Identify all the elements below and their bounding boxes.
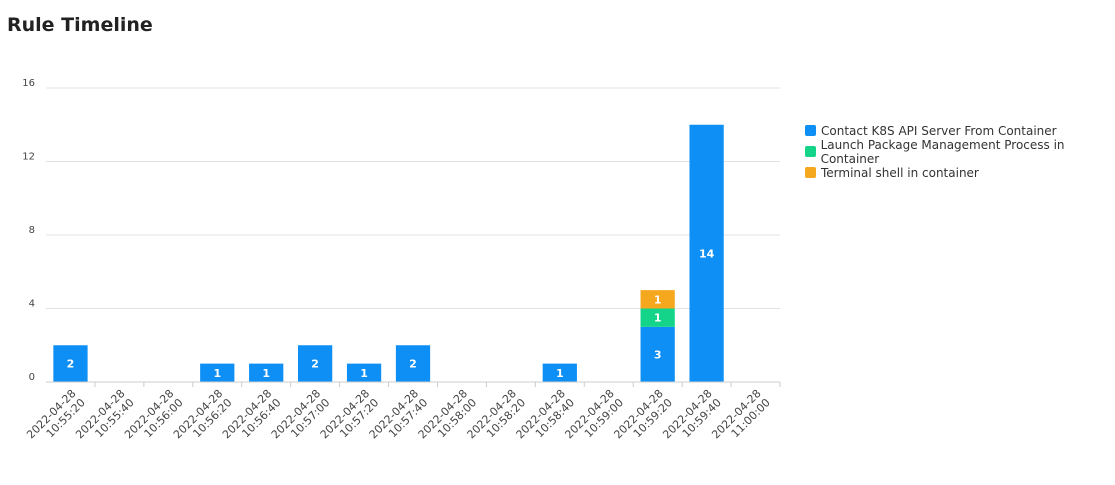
bar-value-label: 1 [654,312,662,325]
legend-item[interactable]: Terminal shell in container [805,162,1115,183]
y-tick-label: 4 [29,299,35,310]
legend-label: Contact K8S API Server From Container [821,123,1057,138]
bar-value-label: 1 [213,367,221,380]
bar-value-label: 1 [654,293,662,306]
x-tick-label: 2022-04-2810:55:20 [24,387,88,451]
legend-label: Launch Package Management Process in Con… [820,137,1065,166]
y-tick-label: 12 [22,152,35,163]
x-tick-label: 2022-04-2810:57:40 [367,387,431,451]
legend-swatch [805,146,816,157]
y-axis: 0 4 8 12 16 [22,78,35,383]
x-tick-label: 2022-04-2810:56:00 [122,387,186,451]
x-axis: 2022-04-2810:55:202022-04-2810:55:402022… [24,381,781,451]
x-tick-label: 2022-04-2810:57:20 [318,387,382,451]
bar-value-label: 3 [654,348,662,361]
bar-value-label: 14 [699,247,715,260]
y-tick-label: 0 [29,372,35,383]
legend-item[interactable]: Launch Package Management Process in Con… [805,138,1115,166]
bar-value-label: 2 [409,358,417,371]
legend-label: Terminal shell in container [821,165,979,180]
x-tick-label: 2022-04-2810:58:20 [465,387,529,451]
bar-segment [200,363,235,382]
legend-item[interactable]: Contact K8S API Server From Container [805,120,1115,141]
bar-value-label: 2 [311,358,319,371]
x-tick-label: 2022-04-2810:55:40 [73,387,137,451]
bar-segment [346,363,382,382]
x-tick-label: 2022-04-2810:59:20 [611,387,675,451]
chart-title: Rule Timeline [7,14,153,36]
x-tick-label: 2022-04-2810:58:00 [416,387,480,451]
bar-segment [542,363,577,382]
y-tick-label: 16 [22,78,35,89]
legend-swatch [805,125,816,136]
bar-segment [298,345,333,382]
bar-segment [395,345,431,382]
bar-value-label: 1 [262,367,270,380]
bar-value-label: 1 [556,367,564,380]
bar-segment [640,326,675,382]
legend: Contact K8S API Server From Container Lau… [805,120,1115,183]
x-tick-label: 2022-04-2810:59:40 [660,387,724,451]
gridlines [46,87,780,309]
y-tick-label: 8 [29,225,35,236]
x-tick-label: 2022-04-2810:59:00 [562,387,626,451]
bar-value-label: 2 [67,358,75,371]
x-tick-label: 2022-04-2810:57:00 [269,387,333,451]
legend-swatch [805,167,816,178]
bar-segment [249,363,284,382]
x-tick-label: 2022-04-2811:00:00 [709,387,773,451]
bars: 2 1 1 2 1 2 1 3 1 1 14 [53,124,724,382]
bar-segment [689,124,724,382]
bar-segment [640,290,675,309]
bar-segment [53,345,88,382]
x-tick-label: 2022-04-2810:56:40 [220,387,284,451]
bar-value-label: 1 [360,367,368,380]
x-tick-label: 2022-04-2810:56:20 [171,387,235,451]
bar-segment [640,308,675,327]
x-tick-label: 2022-04-2810:58:40 [514,387,578,451]
